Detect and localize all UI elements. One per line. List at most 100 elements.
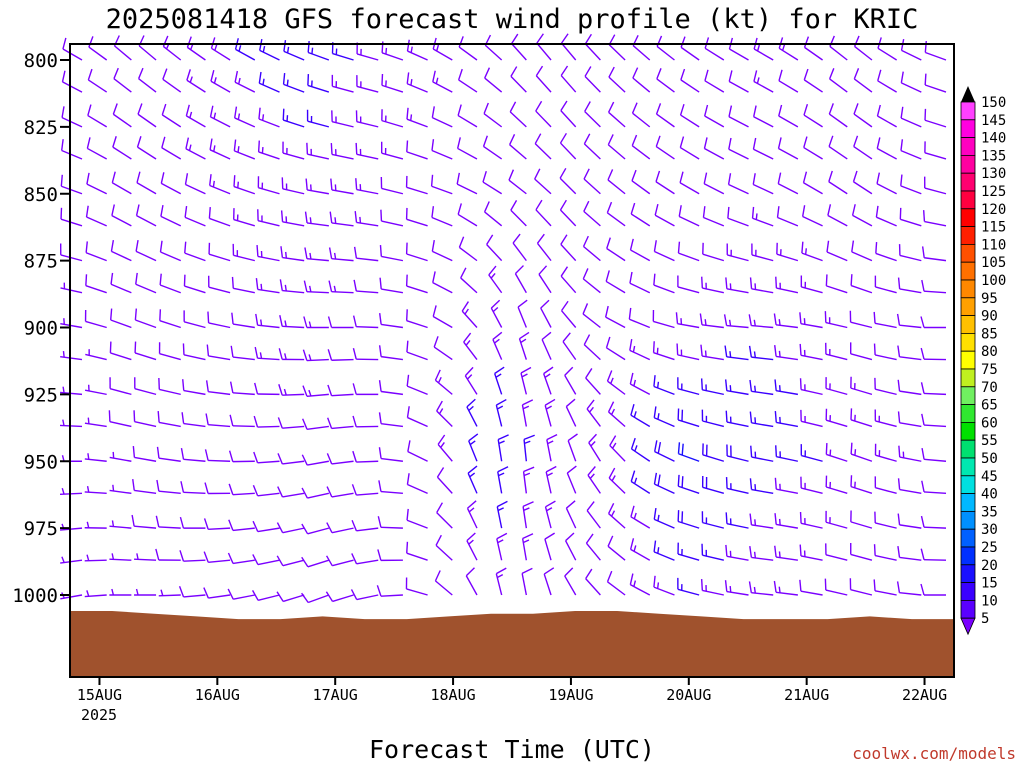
barb-full-flag [630, 202, 636, 215]
barb-staff [62, 48, 83, 61]
barb-full-flag [588, 433, 597, 444]
colorbar-segment [960, 119, 976, 139]
wind-barb [607, 401, 626, 428]
barb-staff [381, 288, 404, 294]
wind-barb [158, 378, 181, 396]
barb-full-flag [179, 516, 185, 529]
wind-barb [897, 411, 922, 428]
barb-full-flag [253, 451, 259, 464]
wind-barb [159, 240, 182, 262]
barb-staff [803, 114, 823, 128]
barb-full-flag [653, 440, 658, 452]
wind-barb [278, 348, 305, 361]
wind-barb [282, 108, 305, 128]
barb-half-flag [213, 77, 217, 84]
wind-barb [678, 205, 700, 227]
barb-full-flag [330, 143, 333, 155]
barb-staff [183, 458, 206, 462]
wind-barb [607, 503, 626, 529]
barb-full-flag [799, 511, 802, 524]
wind-barb [137, 103, 157, 128]
wind-barb [234, 38, 256, 61]
barb-full-flag [205, 413, 209, 425]
barb-full-flag [560, 266, 569, 277]
barb-staff [184, 252, 206, 262]
wind-barb [677, 510, 700, 529]
barb-staff [159, 320, 181, 329]
barb-staff [61, 149, 83, 160]
barb-half-flag [260, 319, 263, 326]
barb-full-flag [853, 135, 859, 147]
wind-barb [875, 242, 897, 262]
wind-barb [677, 377, 700, 396]
barb-staff [728, 80, 749, 93]
colorbar-segment [960, 154, 976, 174]
barb-full-flag [379, 277, 382, 290]
barb-full-flag [799, 312, 802, 324]
barb-staff [900, 149, 922, 160]
barb-staff [381, 187, 404, 195]
wind-barb [724, 345, 749, 361]
barb-staff [109, 420, 132, 428]
barb-full-flag [406, 374, 410, 387]
wind-barb [824, 578, 848, 596]
wind-barb [112, 103, 132, 128]
barb-full-flag [653, 375, 656, 387]
colorbar-label: 100 [981, 273, 1006, 289]
barb-full-flag [208, 207, 211, 219]
wind-barb [536, 33, 552, 61]
wind-barb [749, 277, 774, 294]
wind-barb [430, 174, 453, 195]
wind-barb [725, 410, 749, 428]
barb-full-flag [136, 171, 141, 183]
barb-full-flag [702, 206, 706, 218]
barb-half-flag [729, 351, 732, 358]
barb-staff [431, 149, 453, 160]
barb-full-flag [468, 433, 479, 442]
barb-staff [924, 84, 947, 93]
wind-barb [877, 69, 897, 93]
wind-barb [381, 73, 404, 93]
barb-staff [60, 254, 83, 262]
barb-staff [208, 559, 231, 563]
barb-half-flag [334, 217, 337, 224]
barb-full-flag [583, 168, 590, 180]
barb-staff [62, 81, 83, 93]
barb-staff [802, 215, 823, 227]
barb-half-flag [634, 445, 638, 452]
barb-staff [208, 459, 231, 462]
wind-barb [920, 347, 947, 361]
wind-barb [276, 555, 305, 567]
barb-full-flag [483, 201, 490, 213]
wind-barb [483, 201, 503, 227]
barb-full-flag [209, 138, 213, 150]
barb-full-flag [255, 313, 259, 326]
wind-barb [900, 106, 922, 128]
barb-staff [567, 440, 577, 462]
wind-barb [351, 553, 379, 565]
wind-barb [233, 139, 256, 160]
barb-full-flag [920, 548, 925, 560]
wind-barb [728, 137, 749, 160]
wind-barb [138, 35, 157, 61]
barb-full-flag [875, 205, 879, 218]
barb-half-flag [523, 472, 531, 477]
barb-full-flag [203, 518, 209, 530]
barb-staff [282, 527, 305, 534]
wind-barb [162, 35, 182, 61]
barb-full-flag [436, 400, 443, 412]
wind-barb [84, 521, 107, 529]
barb-full-flag [256, 245, 259, 257]
barb-full-flag [85, 205, 89, 218]
barb-full-flag [681, 443, 684, 456]
barb-full-flag [851, 240, 855, 252]
barb-half-flag [546, 472, 553, 477]
wind-barb [492, 331, 503, 360]
wind-barb [724, 379, 749, 396]
wind-barb [585, 368, 601, 395]
wind-barb [653, 507, 675, 529]
barb-staff [924, 290, 947, 294]
barb-full-flag [852, 170, 858, 182]
barb-staff [510, 209, 527, 227]
barb-full-flag [227, 588, 234, 600]
